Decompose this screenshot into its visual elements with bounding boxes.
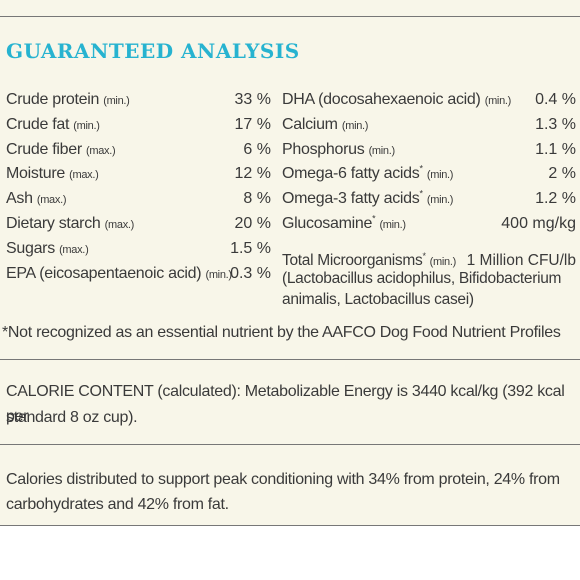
nutrient-label: Calcium: [282, 115, 338, 133]
nutrient-row: Omega-3 fatty acids* (min.) 1.2 %: [282, 187, 580, 211]
nutrient-qualifier: (min.): [484, 95, 512, 107]
nutrient-value: 33 %: [234, 91, 271, 108]
nutrient-label: Sugars: [6, 239, 55, 257]
nutrient-qualifier: (min.): [103, 95, 130, 107]
nutrient-qualifier: (min.): [426, 194, 454, 207]
nutrient-row: EPA (eicosapentaenoic acid) (min.) 0.3 %: [6, 262, 271, 286]
nutrient-row: Ash (max.) 8 %: [6, 187, 271, 211]
nutrient-qualifier: (min.): [368, 144, 396, 157]
nutrient-label: Omega-6 fatty acids: [282, 165, 420, 183]
asterisk-mark: *: [419, 188, 423, 199]
bottom-divider: [0, 525, 580, 526]
nutrient-qualifier: (max.): [86, 144, 116, 157]
nutrient-value: 17 %: [234, 115, 271, 133]
analysis-panel: [0, 0, 580, 525]
nutrient-row-microorganisms: Total Microorganisms* (min.) 1 Million C…: [282, 249, 580, 273]
nutrient-row: DHA (docosahexaenoic acid) (min.) 0.4 %: [282, 88, 580, 112]
nutrient-label: EPA (eicosapentaenoic acid): [6, 264, 202, 282]
nutrient-label: Omega-3 fatty acids: [282, 190, 420, 208]
nutrient-qualifier: (max.): [69, 169, 99, 182]
calorie-content-line1: CALORIE CONTENT (calculated): Metaboliza…: [6, 383, 565, 425]
nutrient-label: DHA (docosahexaenoic acid): [282, 91, 481, 108]
nutrient-value: 8 %: [243, 190, 271, 208]
nutrient-label: Crude fat: [6, 115, 70, 133]
nutrient-row: Glucosamine* (min.) 400 mg/kg: [282, 212, 580, 236]
nutrient-value: 1.2 %: [535, 190, 576, 208]
nutrient-row: Omega-6 fatty acids* (min.) 2 %: [282, 162, 580, 186]
nutrient-label: Crude protein: [6, 91, 100, 108]
nutrient-qualifier: (min.): [205, 268, 232, 281]
nutrient-row: Crude fat (min.) 17 %: [6, 113, 271, 137]
nutrient-label: Dietary starch: [6, 215, 101, 232]
asterisk-mark: *: [419, 164, 423, 175]
nutrient-row: Crude fiber (max.) 6 %: [6, 138, 271, 162]
top-divider: [0, 16, 580, 17]
nutrient-value: 1.1 %: [535, 140, 576, 158]
nutrient-qualifier: (max.): [59, 243, 89, 256]
section-title: GUARANTEED ANALYSIS: [6, 39, 300, 63]
nutrient-qualifier: (max.): [104, 219, 135, 231]
nutrient-qualifier: (min.): [426, 169, 454, 182]
nutrient-value: 0.4 %: [535, 91, 576, 108]
nutrient-qualifier: (min.): [341, 119, 369, 132]
nutrient-value: 12 %: [234, 165, 271, 183]
nutrient-row: Dietary starch (max.) 20 %: [6, 212, 271, 236]
nutrient-label: Glucosamine: [282, 215, 373, 232]
nutrient-qualifier: (min.): [73, 119, 100, 132]
nutrient-label: Moisture: [6, 165, 65, 183]
nutrient-value: 1.5 %: [230, 239, 271, 257]
nutrient-row: Phosphorus (min.) 1.1 %: [282, 138, 580, 162]
nutrient-value: 1 Million CFU/lb: [466, 252, 576, 269]
nutrient-row: Moisture (max.) 12 %: [6, 162, 271, 186]
nutrient-value: 2 %: [548, 165, 576, 183]
nutrient-row: Calcium (min.) 1.3 %: [282, 113, 580, 137]
calorie-distribution-line1: Calories distributed to support peak con…: [6, 471, 560, 488]
nutrient-value: 1.3 %: [535, 115, 576, 133]
calorie-distribution-line2: carbohydrates and 42% from fat.: [6, 496, 229, 513]
nutrient-value: 6 %: [243, 140, 271, 158]
nutrient-value: 0.3 %: [230, 264, 271, 282]
nutrient-label: Total Microorganisms: [282, 252, 423, 269]
divider-1: [0, 359, 580, 360]
nutrient-value: 20 %: [234, 215, 271, 232]
nutrient-value: 400 mg/kg: [501, 215, 576, 232]
asterisk-mark: *: [422, 250, 426, 261]
asterisk-mark: *: [372, 213, 376, 224]
nutrient-label: Phosphorus: [282, 140, 365, 158]
calorie-content-line2: standard 8 oz cup).: [6, 409, 138, 426]
divider-2: [0, 444, 580, 445]
nutrient-qualifier: (min.): [429, 256, 457, 268]
microorganisms-detail-line1: (Lactobacillus acidophilus, Bifidobacter…: [282, 270, 562, 287]
nutrient-label: Crude fiber: [6, 140, 82, 158]
nutrient-row: Crude protein (min.) 33 %: [6, 88, 271, 112]
nutrient-label: Ash: [6, 190, 33, 208]
nutrient-qualifier: (max.): [36, 194, 67, 207]
nutrient-row: Sugars (max.) 1.5 %: [6, 237, 271, 261]
nutrient-qualifier: (min.): [379, 219, 406, 231]
microorganisms-detail-line2: animalis, Lactobacillus casei): [282, 291, 474, 308]
footnote: *Not recognized as an essential nutrient…: [2, 324, 561, 341]
